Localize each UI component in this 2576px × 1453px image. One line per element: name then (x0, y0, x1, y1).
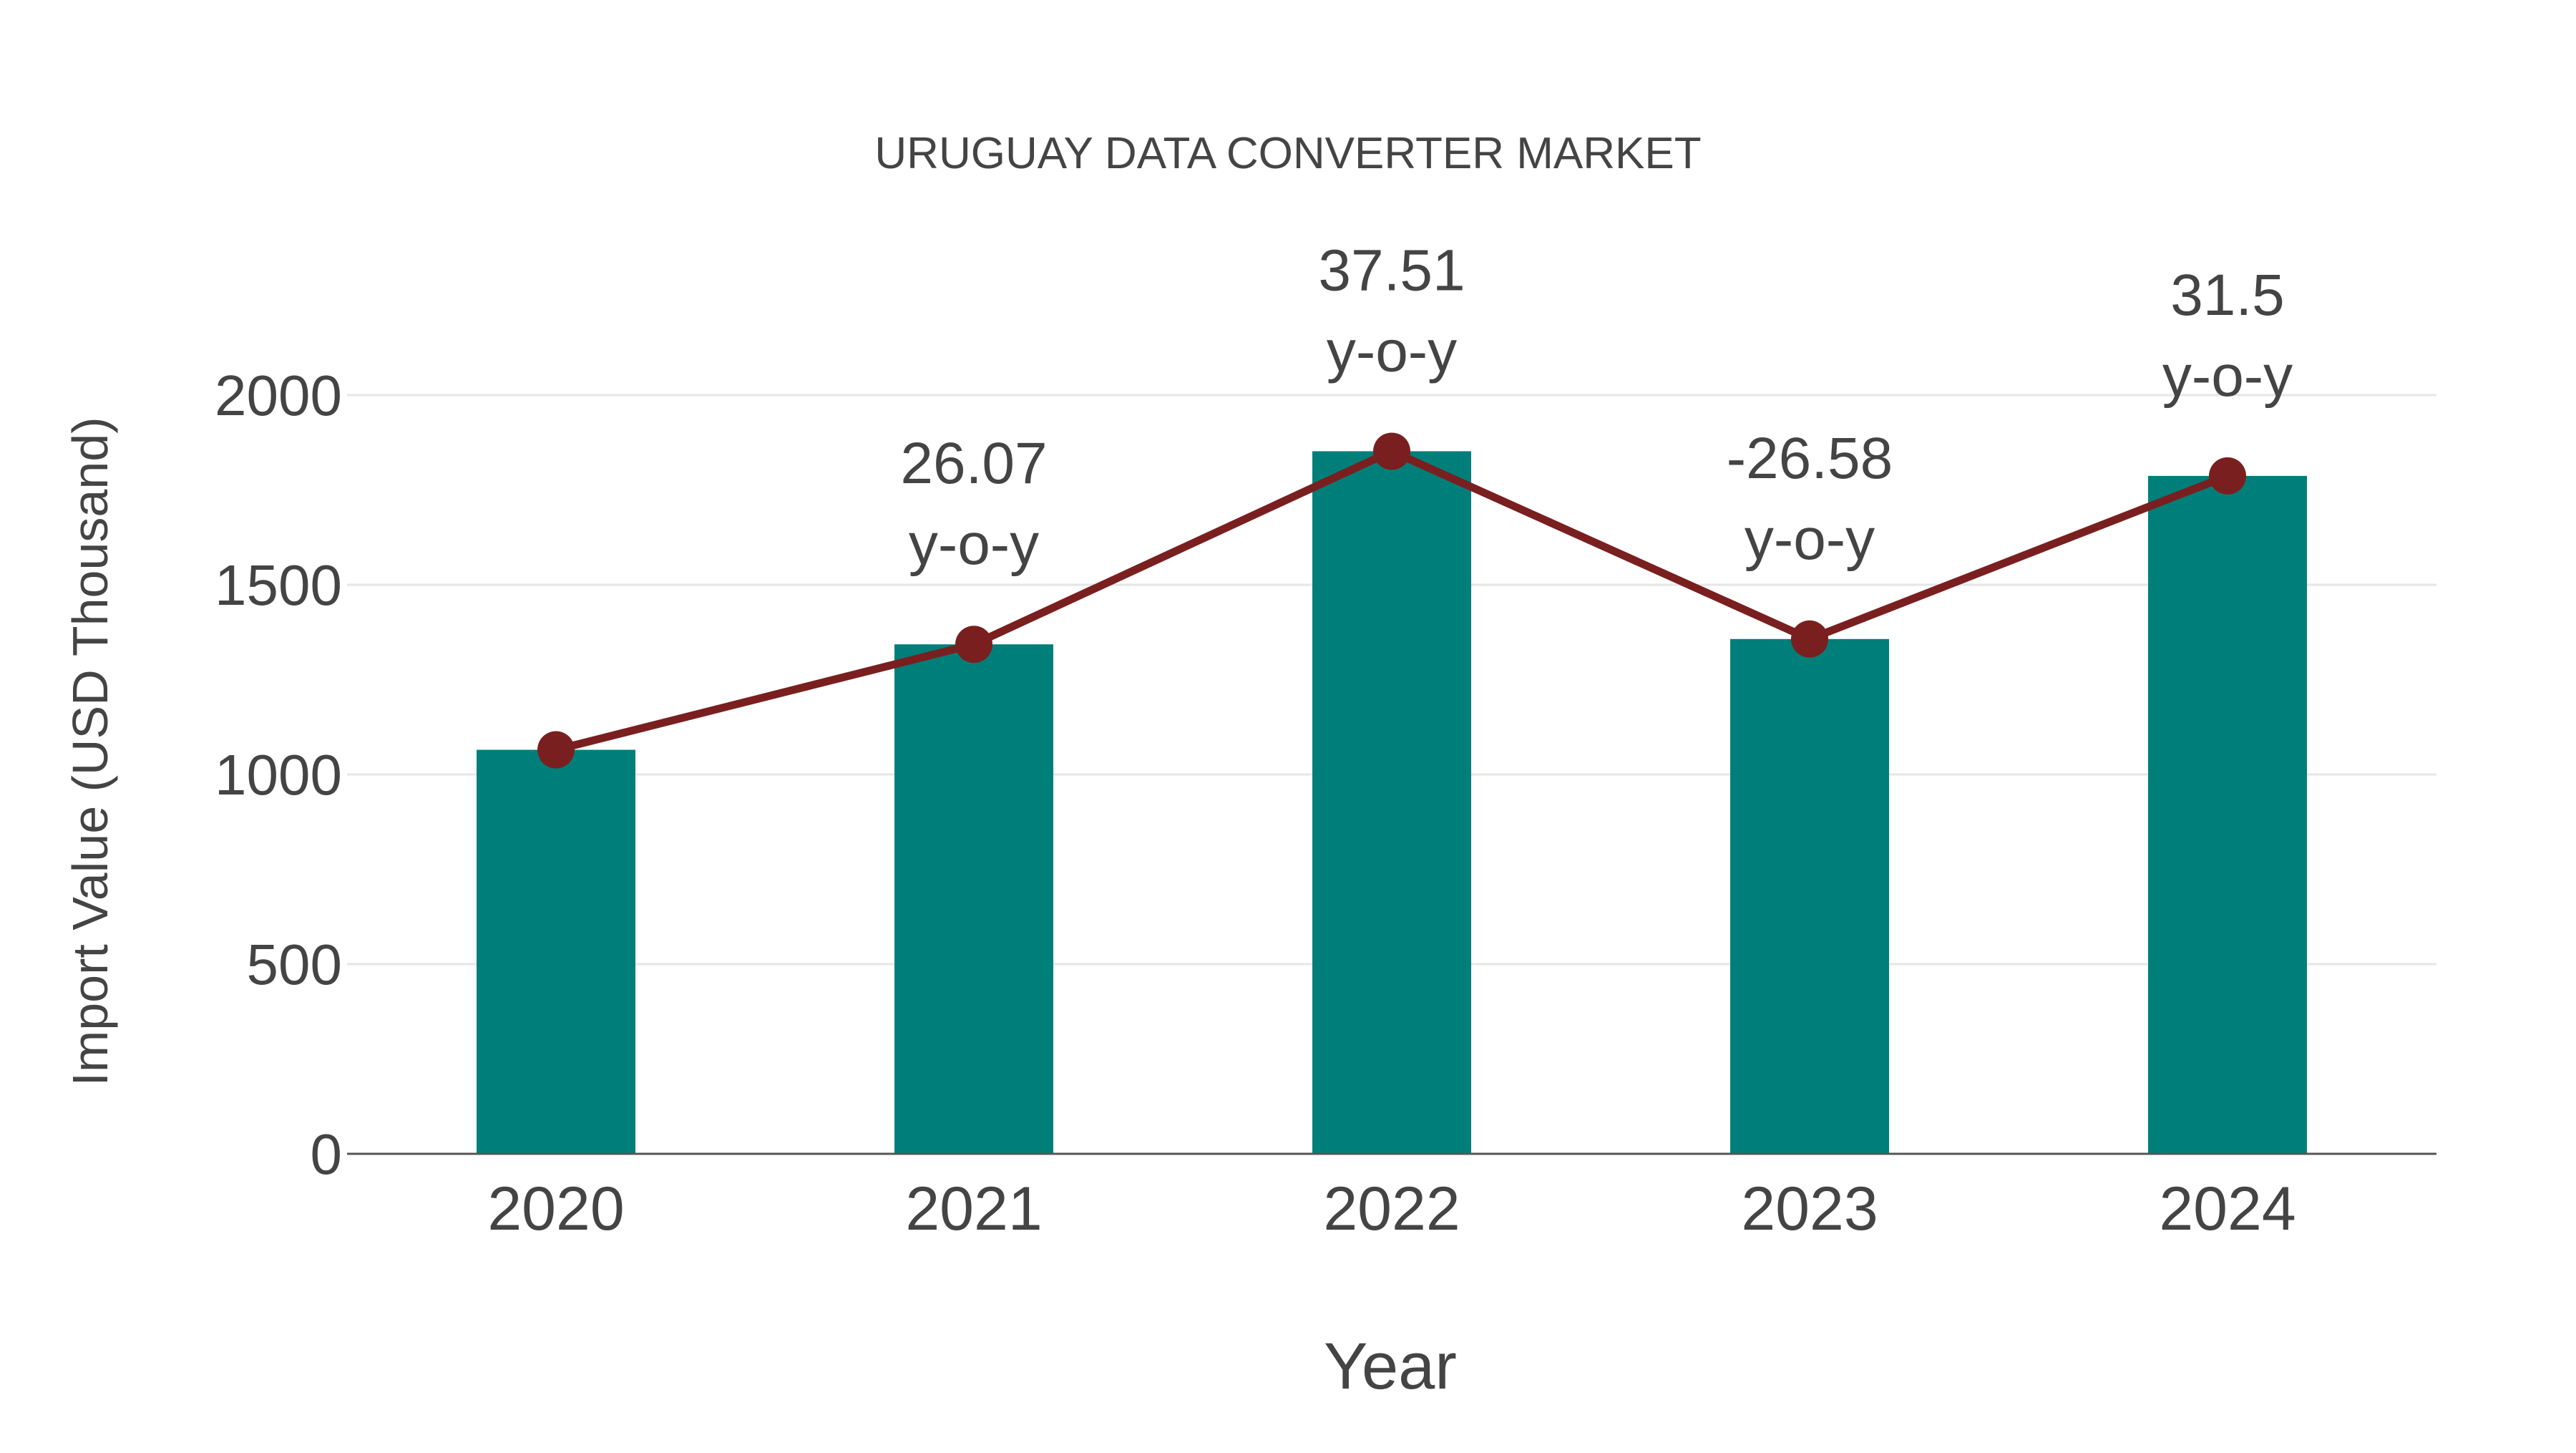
line-marker-2021 (955, 626, 992, 664)
y-tick-label: 1500 (215, 553, 342, 617)
bar-2023 (1730, 638, 1889, 1154)
bar-2020 (477, 749, 635, 1154)
bar-series (477, 451, 2307, 1154)
x-tick-label: 2024 (2159, 1175, 2296, 1243)
x-tick-label: 2023 (1741, 1175, 1878, 1243)
x-tick-label: 2021 (905, 1175, 1042, 1243)
yoy-value: 37.51 (1318, 238, 1465, 303)
y-tick-label: 1000 (215, 743, 342, 807)
bar-2021 (894, 644, 1053, 1154)
yoy-value: 26.07 (900, 431, 1047, 496)
line-series (537, 432, 2246, 769)
line-marker-2024 (2209, 457, 2246, 495)
x-tick-label: 2022 (1323, 1175, 1460, 1243)
x-tick-label: 2020 (487, 1175, 624, 1243)
line-marker-2020 (537, 731, 575, 769)
yoy-value: -26.58 (1727, 426, 1893, 491)
bar-2022 (1312, 451, 1471, 1154)
y-axis-ticks: 0 500 1000 1500 2000 (215, 364, 342, 1186)
line-marker-2022 (1373, 432, 1410, 470)
bar-2024 (2148, 475, 2307, 1154)
y-tick-label: 2000 (215, 364, 342, 427)
yoy-annotations: 26.07 y-o-y 37.51 y-o-y -26.58 y-o-y 31.5 y-o-y (900, 238, 2293, 577)
yoy-suffix: y-o-y (1327, 319, 1457, 384)
yoy-value: 31.5 (2170, 263, 2285, 328)
y-tick-label: 500 (247, 933, 342, 996)
yoy-suffix: y-o-y (2162, 344, 2293, 409)
x-axis-ticks: 2020 2021 2022 2023 2024 (487, 1175, 2296, 1243)
yoy-suffix: y-o-y (909, 512, 1039, 577)
x-axis-title: Year (1324, 1330, 1457, 1403)
y-axis-title: Import Value (USD Thousand) (62, 417, 118, 1086)
line-marker-2023 (1791, 620, 1828, 658)
chart-title: URUGUAY DATA CONVERTER MARKET (874, 129, 1701, 178)
y-tick-label: 0 (311, 1122, 343, 1186)
yoy-suffix: y-o-y (1745, 507, 1875, 572)
